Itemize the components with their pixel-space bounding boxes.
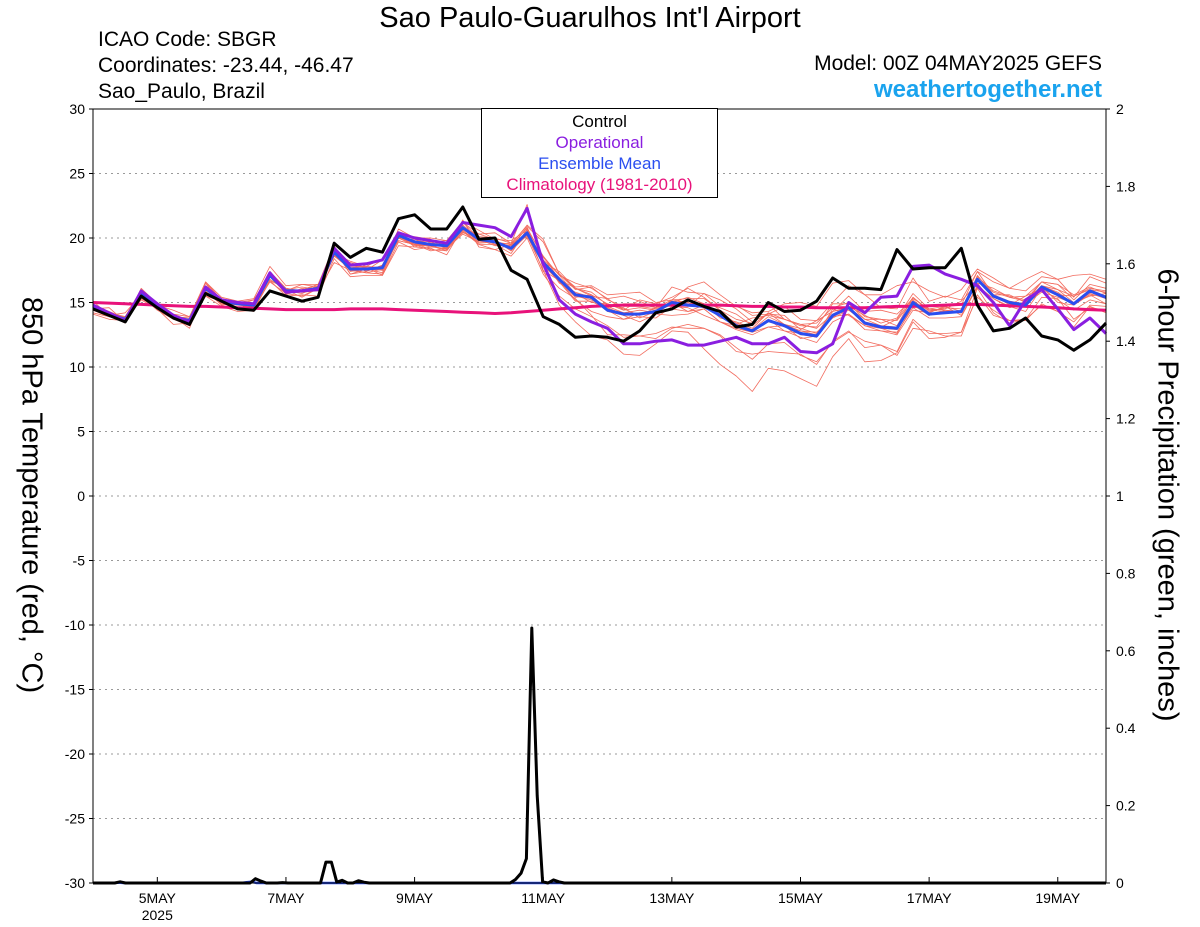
x-tick-label-1: 7MAY [267,890,305,906]
y-tick-label-4: 10 [69,359,85,375]
legend-ensemble-mean: Ensemble Mean [538,154,661,173]
temp-member-line-18 [92,227,1107,337]
x-tick-label-7: 19MAY [1035,890,1081,906]
y-tick-label-1: 25 [69,166,85,182]
icao-code: ICAO Code: SBGR [98,28,277,51]
temp-climatology-line [92,301,1107,315]
temp-member-line-15 [92,227,1107,337]
legend-climatology: Climatology (1981-2010) [506,175,693,194]
y2-tick-label-7: 0.6 [1116,643,1136,659]
coordinates: Coordinates: -23.44, -46.47 [98,54,354,77]
temp-member-line-11 [92,228,1107,339]
legend-control: Control [572,112,627,131]
temp-member-line-5 [92,229,1107,363]
y2-tick-label-5: 1 [1116,488,1124,504]
y2-tick-label-3: 1.4 [1116,333,1136,349]
y2-tick-label-1: 1.8 [1116,178,1136,194]
y-tick-label-11: -25 [65,811,85,827]
precip-control-line [93,626,1106,885]
y-tick-label-5: 5 [77,424,85,440]
temp-mean-line [92,226,1107,338]
y2-tick-label-2: 1.6 [1116,256,1136,272]
x-tick-label-6: 17MAY [907,890,953,906]
site-link[interactable]: weathertogether.net [873,76,1102,103]
y-tick-label-3: 15 [69,295,85,311]
x-tick-label-2: 9MAY [396,890,434,906]
y2-tick-label-8: 0.4 [1116,720,1136,736]
chart-title: Sao Paulo-Guarulhos Int'l Airport [379,2,801,34]
legend: Control Operational Ensemble Mean Climat… [481,108,718,198]
y-tick-label-8: -10 [65,617,85,633]
x-tick-label-4: 13MAY [649,890,695,906]
y-tick-label-6: 0 [77,488,85,504]
y2-tick-label-9: 0.2 [1116,798,1136,814]
x-tick-sublabel-0: 2025 [142,907,173,923]
temp-member-line-16 [92,226,1107,336]
temp-member-line-14 [92,226,1107,338]
temp-member-line-7 [92,228,1107,333]
x-tick-label-3: 11MAY [521,890,565,906]
y2-tick-label-6: 0.8 [1116,565,1136,581]
x-tick-label-0: 5MAY [139,890,177,906]
y2-tick-label-4: 1.2 [1116,411,1136,427]
x-tick-label-5: 15MAY [778,890,824,906]
y-tick-label-9: -15 [65,682,85,698]
y-tick-label-12: -30 [65,875,85,891]
model-run: Model: 00Z 04MAY2025 GEFS [814,52,1102,75]
y-axis-title-left: 850 hPa Temperature (red, °C) [15,296,48,694]
location: Sao_Paulo, Brazil [98,80,265,103]
y2-tick-label-10: 0 [1116,875,1124,891]
temp-control-line [92,205,1108,352]
y-axis-title-right: 6-hour Precipitation (green, inches) [1151,268,1184,722]
temp-operational-line [92,206,1108,355]
legend-operational: Operational [555,133,644,152]
y2-tick-label-0: 2 [1116,101,1124,117]
y-tick-label-2: 20 [69,230,85,246]
temp-member-line-10 [92,232,1107,327]
y-tick-label-7: -5 [73,553,86,569]
y-tick-label-0: 30 [69,101,85,117]
temp-member-line-19 [92,227,1107,337]
y-tick-label-10: -20 [65,746,85,762]
